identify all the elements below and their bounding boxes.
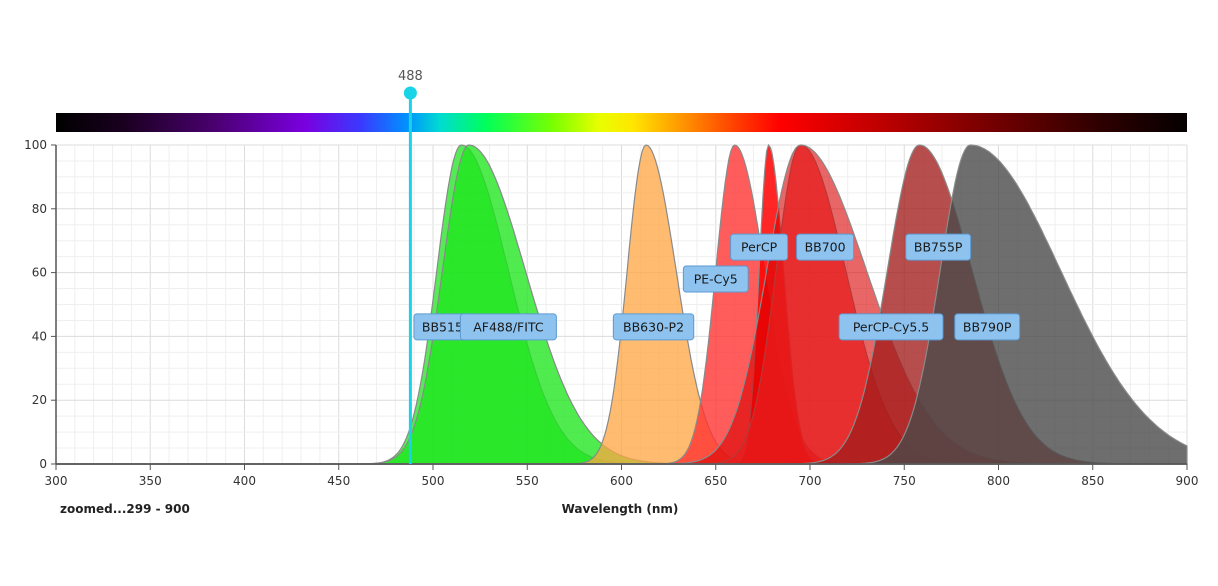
x-tick-label: 450: [327, 474, 350, 488]
axes: 300 350 400 450 500 550 600 650 700 750 800 850 900 0…: [24, 138, 1198, 488]
x-tick-label: 900: [1176, 474, 1199, 488]
y-tick-label: 100: [24, 138, 47, 152]
x-tick-label: 850: [1081, 474, 1104, 488]
dye-label-text: BB515: [422, 319, 463, 334]
dye-label-text: PE-Cy5: [694, 271, 738, 286]
x-tick-label: 300: [45, 474, 68, 488]
dye-label-text: AF488/FITC: [473, 319, 544, 334]
spectrum-color-bar: [56, 113, 1187, 132]
dye-label-box: [905, 233, 972, 261]
y-tick-label: 40: [32, 329, 47, 343]
dye-label-text: BB630-P2: [623, 319, 684, 334]
y-tick-label: 0: [39, 457, 47, 471]
x-axis-title: Wavelength (nm): [562, 502, 679, 516]
x-tick-label: 800: [987, 474, 1010, 488]
dye-label-bb755p[interactable]: BB755P: [905, 233, 972, 261]
dye-label-box: [612, 313, 695, 341]
dye-label-box: [954, 313, 1021, 341]
dye-label-text: BB755P: [914, 240, 963, 255]
dye-label-percp-cy5-5[interactable]: PerCP-Cy5.5: [838, 313, 944, 341]
dye-label-box: [459, 313, 557, 341]
laser-label: 488: [398, 69, 423, 84]
dye-label-bb515[interactable]: BB515: [413, 313, 472, 341]
x-tick-label: 700: [799, 474, 822, 488]
dye-label-box: [838, 313, 944, 341]
dye-labels: BB515 AF488/FITC BB630-P2 PE-Cy5 PerCP BB700 P…: [413, 233, 1021, 341]
x-tick-label: 750: [893, 474, 916, 488]
dye-label-bb630-p2[interactable]: BB630-P2: [612, 313, 695, 341]
dye-label-box: [682, 265, 749, 293]
x-tick-label: 550: [516, 474, 539, 488]
x-tick-label: 400: [233, 474, 256, 488]
y-tick-label: 20: [32, 393, 47, 407]
dye-label-af488-fitc[interactable]: AF488/FITC: [459, 313, 557, 341]
laser-handle[interactable]: [403, 86, 417, 100]
x-tick-label: 600: [610, 474, 633, 488]
dye-label-box: [796, 233, 855, 261]
x-tick-label: 500: [422, 474, 445, 488]
dye-label-bb790p[interactable]: BB790P: [954, 313, 1021, 341]
y-tick-label: 80: [32, 202, 47, 216]
dye-label-pe-cy5[interactable]: PE-Cy5: [682, 265, 749, 293]
laser-layer: 488: [398, 69, 423, 464]
dye-label-text: BB700: [805, 240, 846, 255]
dye-label-percp[interactable]: PerCP: [730, 233, 789, 261]
dye-label-text: PerCP-Cy5.5: [853, 319, 929, 334]
x-tick-label: 350: [139, 474, 162, 488]
dye-label-text: PerCP: [741, 240, 778, 255]
dye-label-bb700[interactable]: BB700: [796, 233, 855, 261]
dye-label-box: [730, 233, 789, 261]
x-tick-label: 650: [704, 474, 727, 488]
y-tick-label: 60: [32, 266, 47, 280]
dye-label-text: BB790P: [963, 319, 1012, 334]
zoom-range-label: zoomed...299 - 900: [60, 502, 190, 516]
